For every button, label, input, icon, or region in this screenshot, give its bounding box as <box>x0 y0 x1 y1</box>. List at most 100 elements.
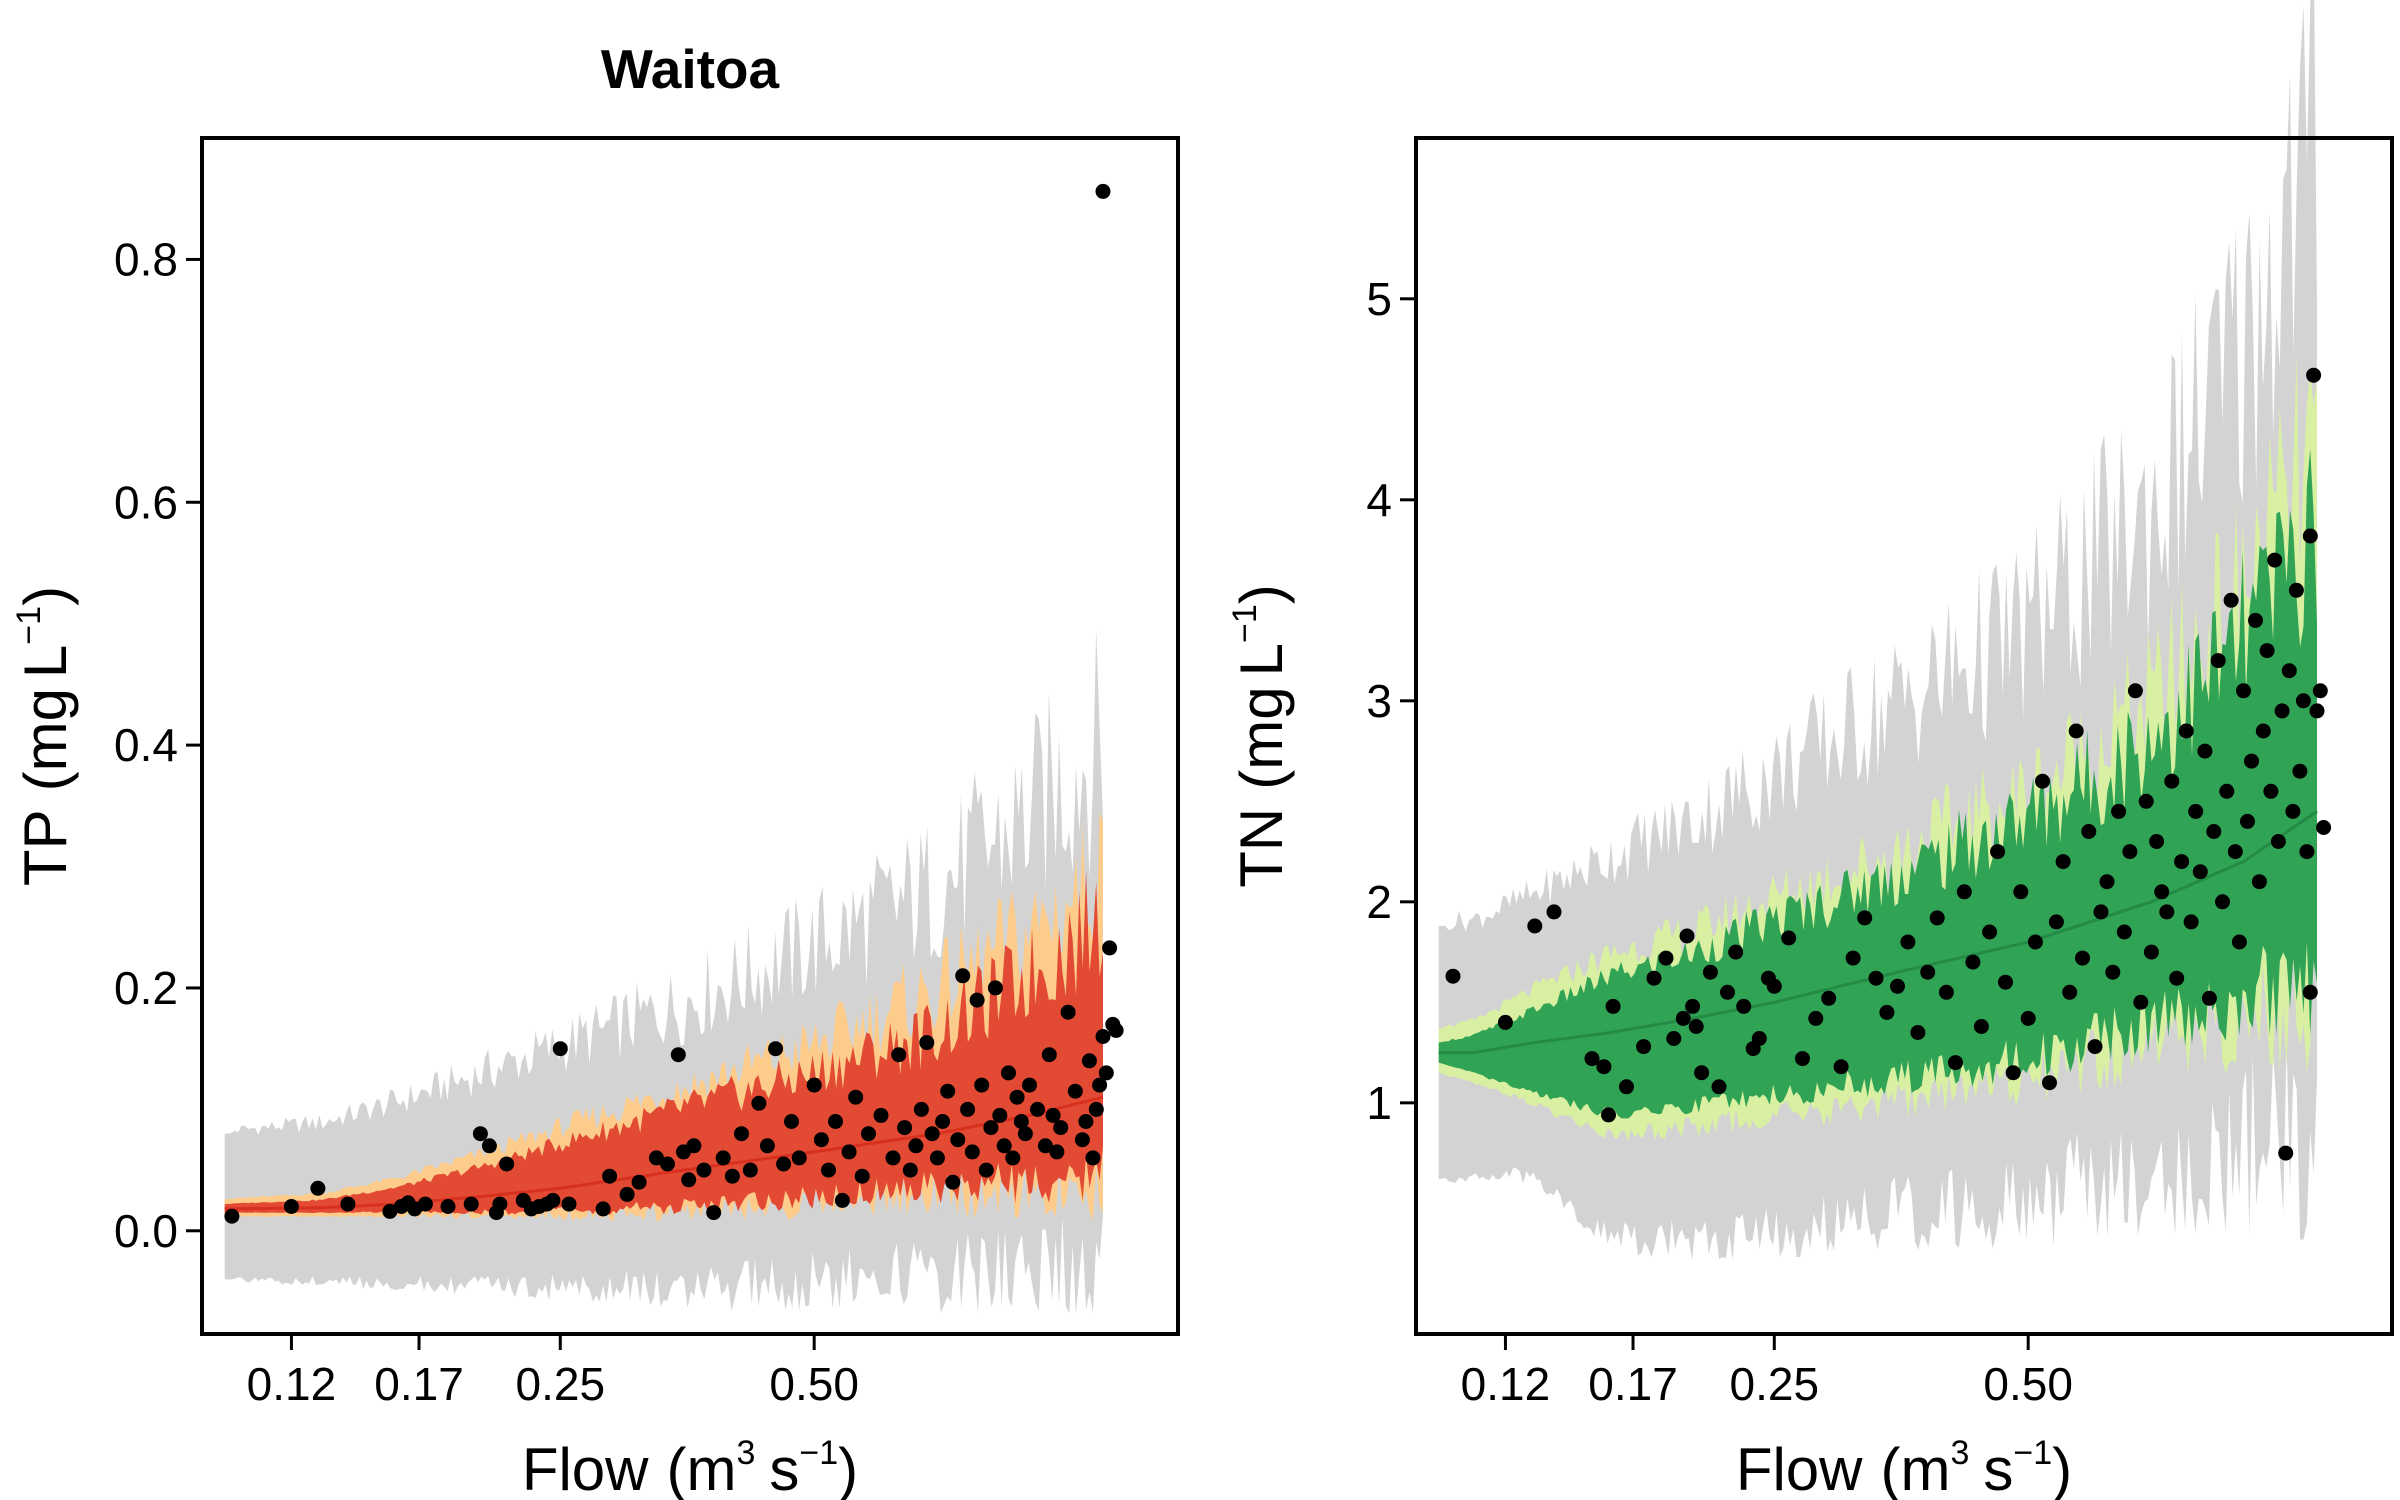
tp-observation-point <box>1088 1101 1104 1117</box>
tn-observation-point <box>2183 914 2199 930</box>
tn-observation-point <box>1879 1004 1895 1020</box>
tn-observation-point <box>1720 984 1735 1000</box>
tn-observation-point <box>1527 918 1543 934</box>
tp-observation-point <box>670 1047 686 1063</box>
tp-observation-point <box>940 1083 956 1099</box>
tn-observation-point <box>1982 924 1998 940</box>
tp-observation-point <box>784 1114 799 1129</box>
tp-observation-point <box>996 1138 1012 1154</box>
tn-y-tick-label: 1 <box>1366 1077 1392 1129</box>
tp-observation-point <box>706 1205 722 1221</box>
tn-y-unit-base: mg <box>1228 686 1295 769</box>
tn-observation-point <box>2192 864 2208 880</box>
tn-y-tick-label: 5 <box>1366 273 1392 325</box>
tp-observation-point <box>1095 183 1111 199</box>
tp-y-tick-label: 0.2 <box>114 962 178 1014</box>
tp-observation-point <box>885 1150 901 1166</box>
tp-median-line <box>224 1095 1104 1211</box>
tp-x-tick-label: 0.17 <box>374 1358 464 1410</box>
tp-observation-point <box>960 1101 976 1117</box>
tn-observation-point <box>1920 964 1936 980</box>
tp-observation-point <box>472 1126 488 1142</box>
tn-observation-point <box>2267 552 2283 568</box>
tp-observation-point <box>969 992 985 1008</box>
tn-observation-point <box>2201 990 2217 1006</box>
tp-observation-point <box>310 1180 326 1196</box>
tn-observation-point <box>1929 910 1945 926</box>
tp-y-axis-title: TP(mgL−1) <box>10 586 79 886</box>
tn-observation-point <box>1900 934 1916 950</box>
tp-observation-point <box>696 1162 712 1178</box>
tp-observation-point <box>768 1041 784 1057</box>
tn-observation-point <box>1658 950 1674 966</box>
tn-observation-point <box>2312 683 2328 699</box>
tn-observation-point <box>2042 1075 2057 1091</box>
tp-observation-point <box>919 1035 935 1051</box>
tp-observation-point <box>1022 1077 1037 1093</box>
tp-observation-point <box>854 1168 870 1184</box>
tn-observation-point <box>2236 683 2251 699</box>
tp-observation-point <box>1092 1077 1108 1093</box>
tp-observation-point <box>724 1168 740 1184</box>
tn-observation-point <box>1845 950 1861 966</box>
tp-observation-point <box>1108 1022 1124 1038</box>
tp-x-tick-label: 0.12 <box>247 1358 337 1410</box>
tn-observation-point <box>2210 653 2226 669</box>
tn-observation-point <box>1601 1107 1616 1123</box>
tp-y-unit-exp: −1 <box>10 606 48 645</box>
tp-observation-point <box>602 1168 618 1184</box>
tp-observation-point <box>992 1107 1008 1123</box>
tp-observation-point <box>1098 1065 1114 1081</box>
tn-observation-point <box>1619 1079 1634 1095</box>
tp-observation-point <box>1009 1089 1025 1105</box>
tp-observation-point <box>595 1201 611 1217</box>
tp-observation-point <box>841 1144 857 1160</box>
tp-observation-point <box>1085 1150 1101 1166</box>
tn-observation-point <box>1821 990 1837 1006</box>
tp-observation-point <box>791 1150 807 1166</box>
tn-observation-point <box>2081 824 2097 839</box>
tn-observation-point <box>1751 1031 1767 1046</box>
tn-observation-points <box>1445 367 2332 1161</box>
tp-y-tick-label: 0.8 <box>114 233 178 285</box>
tp-y-tick-label: 0.4 <box>114 719 178 771</box>
tp-observation-point <box>648 1150 664 1166</box>
tp-observation-point <box>821 1162 836 1178</box>
tn-observation-point <box>1938 984 1954 1000</box>
tn-y-tick-label: 3 <box>1366 675 1392 727</box>
tp-observation-point <box>1053 1120 1069 1136</box>
tn-observation-point <box>2259 643 2275 659</box>
tp-observation-point <box>935 1114 951 1129</box>
tp-observation-point <box>619 1186 635 1202</box>
tn-observation-point <box>2281 663 2297 679</box>
tn-y-axis-label: TN <box>1228 808 1295 888</box>
tp-observation-point <box>686 1138 702 1154</box>
tp-y-axis-ticks: 0.0 0.2 0.4 0.6 0.8 <box>114 233 202 1257</box>
tn-observation-point <box>2255 723 2271 739</box>
tn-observation-point <box>2278 1145 2294 1161</box>
tp-observation-point <box>902 1162 918 1178</box>
tn-observation-point <box>2005 1065 2021 1081</box>
tn-y-unit-exp: −1 <box>1226 604 1264 643</box>
tp-observation-point <box>1067 1083 1083 1099</box>
tp-observation-point <box>806 1077 822 1093</box>
tn-observation-point <box>2295 693 2311 709</box>
tp-observation-point <box>1081 1053 1097 1069</box>
tn-observation-point <box>1781 930 1797 946</box>
tn-observation-point <box>2223 592 2239 608</box>
tn-observation-point <box>2062 984 2078 1000</box>
tp-observation-point <box>463 1196 479 1212</box>
tp-observation-points <box>224 183 1124 1224</box>
tn-observation-point <box>2099 874 2115 890</box>
tp-observation-point <box>897 1120 913 1136</box>
tn-observation-point <box>2197 743 2213 759</box>
tn-observation-point <box>1711 1079 1727 1095</box>
tp-observation-point <box>955 968 971 984</box>
tp-observation-point <box>1102 940 1118 956</box>
tn-observation-point <box>2164 773 2180 789</box>
tn-panel: 0.12 0.17 0.25 0.50 1 2 3 4 5 Flow (m3 s−1) TN(mg… <box>1226 0 2394 1500</box>
tp-observation-point <box>950 1132 966 1148</box>
tn-observation-point <box>1685 998 1701 1014</box>
tp-observation-point <box>481 1138 497 1154</box>
tn-observation-point <box>1956 884 1972 900</box>
